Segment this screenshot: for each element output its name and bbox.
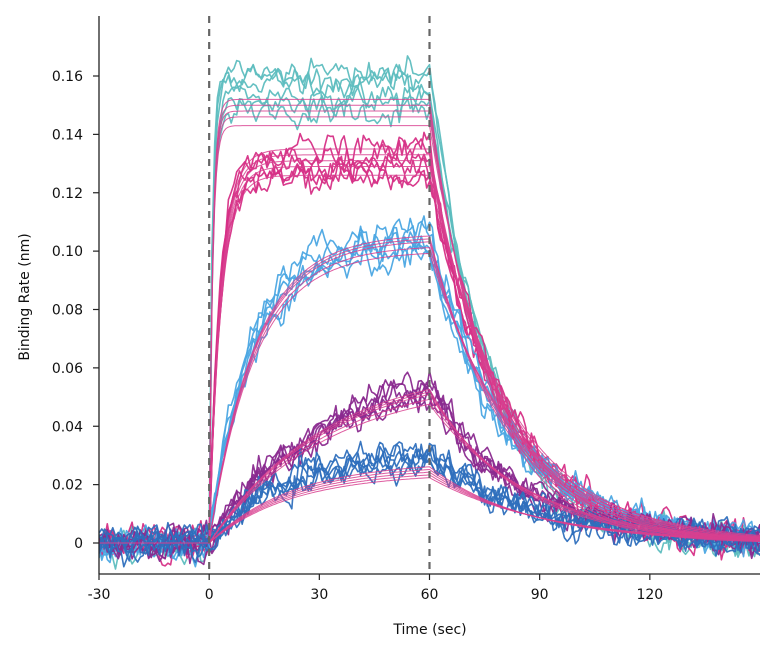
x-tick-label: -30: [88, 587, 111, 603]
plot-area: [99, 16, 760, 574]
x-tick-label: 30: [310, 587, 328, 603]
y-tick-label: 0.14: [52, 127, 83, 143]
y-axis-title: Binding Rate (nm): [17, 233, 33, 360]
series-group: [99, 55, 760, 570]
y-tick-label: 0.04: [52, 419, 83, 435]
x-tick-label: 60: [421, 587, 439, 603]
y-tick-label: 0.16: [52, 69, 83, 85]
y-tick-label: 0.02: [52, 478, 83, 494]
y-tick-label: 0: [74, 536, 83, 552]
y-tick-label: 0.10: [52, 244, 83, 260]
y-tick-label: 0.06: [52, 361, 83, 377]
y-tick-label: 0.12: [52, 186, 83, 202]
axes: 0 0.02 0.04 0.06 0.08 0.10 0.12 0.14 0.16 -30 0 30 6…: [52, 16, 760, 603]
x-tick-label: 0: [205, 587, 214, 603]
y-tick-label: 0.08: [52, 303, 83, 319]
x-tick-label: 120: [636, 587, 663, 603]
x-axis-title: Time (sec): [392, 622, 466, 638]
x-tick-label: 90: [531, 587, 549, 603]
